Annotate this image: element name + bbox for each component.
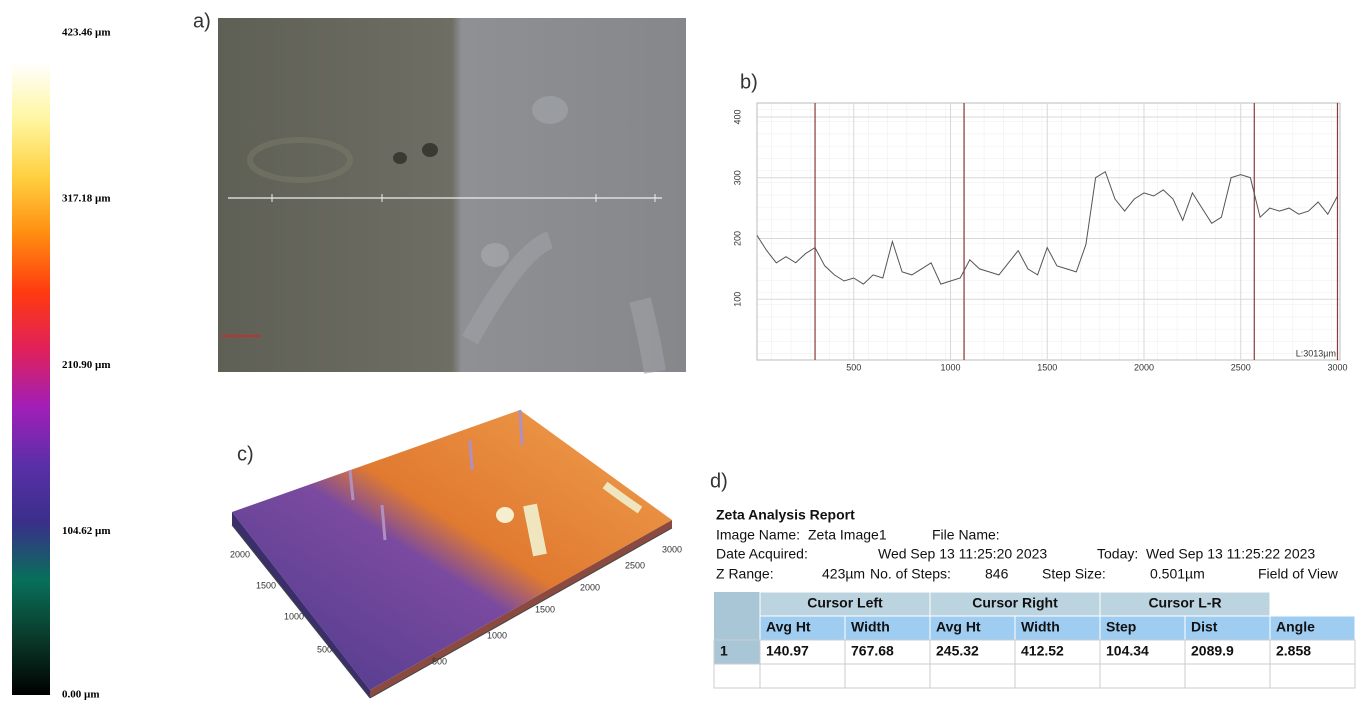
report-field: Wed Sep 13 11:25:22 2023 <box>1146 546 1315 562</box>
surface-axis-label: 1000 <box>284 611 304 621</box>
table-header <box>1269 615 1356 641</box>
y-tick-label: 400 <box>732 109 742 124</box>
surface-axis-label: 1000 <box>487 630 507 640</box>
table-column-label: Avg Ht <box>936 619 981 635</box>
x-tick-label: 500 <box>846 362 861 372</box>
table-group-label: Cursor Left <box>807 595 883 611</box>
table-cell <box>1184 639 1271 665</box>
report-field: Date Acquired: <box>716 546 808 562</box>
table-cell <box>1014 663 1101 689</box>
table-column-label: Dist <box>1191 619 1218 635</box>
colorbar-label: 210.90 µm <box>62 359 111 371</box>
x-tick-label: 2000 <box>1134 362 1154 372</box>
panel-label: c) <box>237 443 254 465</box>
table-cell <box>929 663 1016 689</box>
table-value: 104.34 <box>1106 643 1149 659</box>
micrograph <box>218 18 686 374</box>
table-cell <box>759 639 846 665</box>
table-column-label: Width <box>851 619 890 635</box>
colorbar-label: 317.18 µm <box>62 193 111 205</box>
table-column-label: Angle <box>1276 619 1315 635</box>
table-column-label: Width <box>1021 619 1060 635</box>
table-cell <box>1099 639 1186 665</box>
table-cell <box>759 663 846 689</box>
colorbar-label: 423.46 µm <box>62 27 111 39</box>
table-group-header <box>759 591 931 617</box>
profile-line <box>756 170 1338 285</box>
table-group-label: Cursor L-R <box>1148 595 1221 611</box>
report-field: Image Name: <box>716 527 800 543</box>
surface-axis-label: 1500 <box>256 580 276 590</box>
report-title: Zeta Analysis Report <box>716 507 855 523</box>
report-field: Field of View <box>1258 566 1339 582</box>
panel-label: b) <box>740 71 758 93</box>
x-tick-label: 1000 <box>940 362 960 372</box>
table-header <box>1014 615 1101 641</box>
y-tick-label: 200 <box>732 231 742 246</box>
profile-chart: 500 1000 1500 2000 2500 3000 100 200 300 400 L:301… <box>732 102 1348 372</box>
y-tick-label: 100 <box>732 292 742 307</box>
table-value: 245.32 <box>936 643 979 659</box>
table-value: 767.68 <box>851 643 894 659</box>
table-header <box>1184 615 1271 641</box>
annotation: L:3013µm <box>1296 348 1336 358</box>
table-cell <box>713 663 761 689</box>
table-cell <box>1269 639 1356 665</box>
panel-label: a) <box>193 10 211 32</box>
table-cell <box>1184 663 1271 689</box>
surface-axis-label: 2500 <box>625 560 645 570</box>
colorbar-label: 104.62 µm <box>62 525 111 537</box>
surface-axis-label: 1500 <box>535 604 555 614</box>
report-field: 423µm <box>822 566 865 582</box>
table-value: 140.97 <box>766 643 809 659</box>
surface-axis-label: 2000 <box>230 549 250 559</box>
surface-axis-label: 3000 <box>662 544 682 554</box>
report-field: Wed Sep 13 11:25:20 2023 <box>878 546 1047 562</box>
report-field: Z Range: <box>716 566 774 582</box>
table-group-label: Cursor Right <box>972 595 1058 611</box>
report-field: Step Size: <box>1042 566 1106 582</box>
report-field: 846 <box>985 566 1009 582</box>
y-tick-label: 300 <box>732 170 742 185</box>
colorbar-label: 0.00 µm <box>62 689 100 701</box>
report-field: Zeta Image1 <box>808 527 887 543</box>
table-value: 412.52 <box>1021 643 1064 659</box>
table-cell <box>844 663 931 689</box>
report-field: 0.501µm <box>1150 566 1205 582</box>
table-value: 2089.9 <box>1191 643 1234 659</box>
table-group-header <box>929 591 1101 617</box>
report-field: File Name: <box>932 527 1000 543</box>
table-column-label: Step <box>1106 619 1136 635</box>
table-value: 1 <box>720 643 728 659</box>
x-tick-label: 3000 <box>1327 362 1347 372</box>
table-column-label: Avg Ht <box>766 619 811 635</box>
table-cell <box>714 592 760 640</box>
panel-label: d) <box>710 470 728 492</box>
report-field: No. of Steps: <box>870 566 951 582</box>
report-field: Today: <box>1097 546 1138 562</box>
table-cell <box>1014 639 1101 665</box>
colorbar <box>12 62 50 695</box>
surface-axis-label: 2000 <box>580 582 600 592</box>
surface-3d <box>231 409 673 699</box>
table-cell <box>1269 663 1356 689</box>
surface-axis-label: 500 <box>432 656 447 666</box>
x-tick-label: 1500 <box>1037 362 1057 372</box>
table-value: 2.858 <box>1276 643 1311 659</box>
surface-axis-label: 500 <box>317 644 332 654</box>
table-cell <box>1099 663 1186 689</box>
table-header <box>929 615 1016 641</box>
x-tick-label: 2500 <box>1231 362 1251 372</box>
